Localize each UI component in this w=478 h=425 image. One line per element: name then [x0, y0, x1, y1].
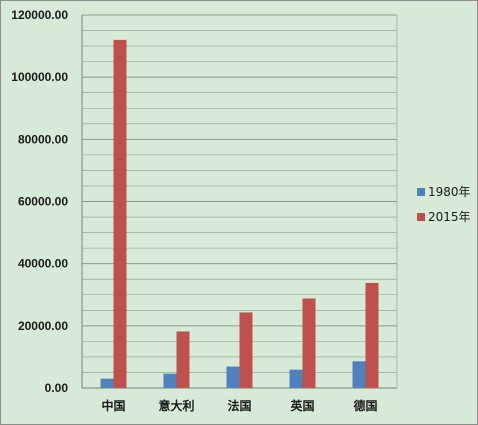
y-tick-labels: 120000.00 100000.00 80000.00 60000.00 40000.…	[11, 8, 68, 395]
bar	[365, 282, 379, 388]
legend-label: 1980年	[428, 185, 471, 199]
bar	[163, 373, 177, 388]
y-tick-label: 60000.00	[18, 195, 68, 209]
bar	[352, 361, 366, 388]
y-tick-label: 20000.00	[18, 319, 68, 333]
legend-label: 2015年	[428, 210, 471, 224]
x-tick-label: 中国	[101, 398, 125, 413]
bar	[239, 312, 253, 388]
x-tick-label: 英国	[290, 398, 314, 413]
x-tick-label: 德国	[353, 398, 377, 413]
bars	[100, 39, 379, 388]
legend-swatch	[417, 213, 425, 221]
legend: 1980年 2015年	[417, 185, 471, 224]
bar	[289, 369, 303, 388]
grid-lines	[82, 14, 397, 373]
y-tick-label: 40000.00	[18, 257, 68, 271]
y-tick-label: 120000.00	[11, 8, 68, 22]
x-tick-labels: 中国 意大利 法国 英国 德国	[101, 398, 377, 413]
bar	[226, 366, 240, 388]
y-tick-label: 80000.00	[18, 132, 68, 146]
x-tick-label: 意大利	[158, 398, 194, 413]
legend-swatch	[417, 188, 425, 196]
bar	[176, 331, 190, 388]
y-tick-label: 100000.00	[11, 70, 68, 84]
x-tick-label: 法国	[227, 398, 251, 413]
bar	[100, 378, 114, 388]
y-tick-label: 0.00	[45, 381, 69, 395]
bar	[113, 39, 127, 388]
bar	[302, 298, 316, 388]
